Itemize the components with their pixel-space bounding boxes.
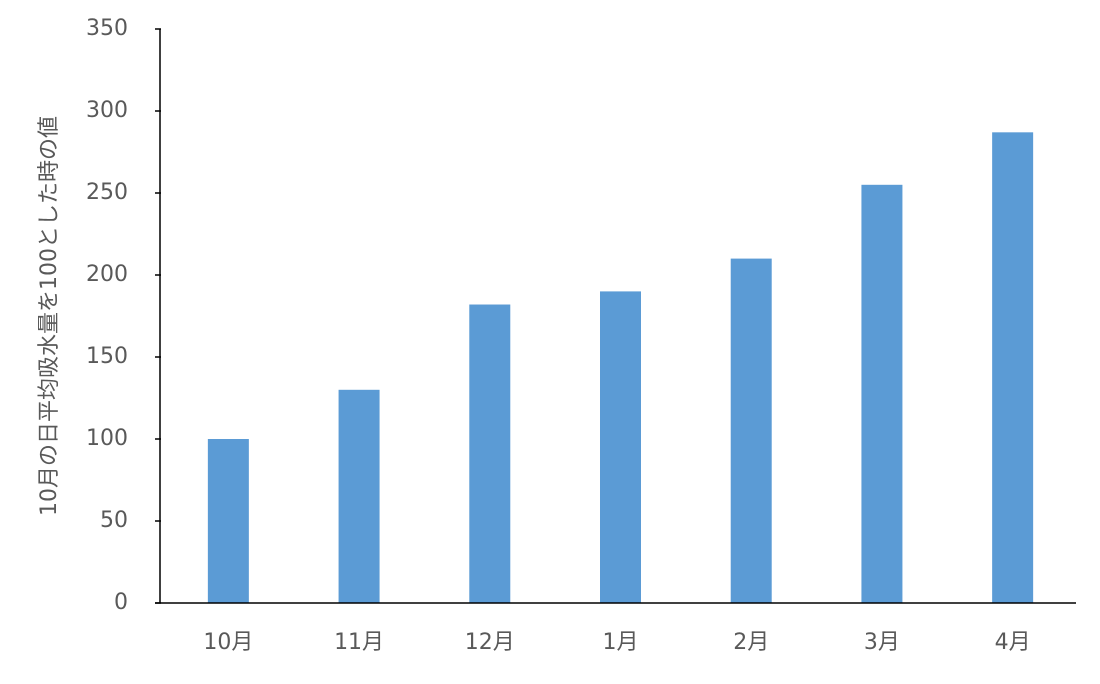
y-axis-title: 10月の日平均吸水量を100とした時の値 [37, 116, 62, 516]
x-tick-label: 3月 [864, 630, 900, 655]
bar [338, 389, 380, 603]
x-tick-label: 4月 [995, 630, 1031, 655]
y-tick-label: 250 [86, 180, 128, 205]
bar [861, 184, 903, 604]
x-tick-label: 1月 [603, 630, 639, 655]
bar [730, 258, 772, 603]
y-tick-label: 150 [86, 344, 128, 369]
y-tick-label: 50 [100, 508, 128, 533]
y-tick-label: 300 [86, 98, 128, 123]
x-tick-label: 10月 [203, 630, 253, 655]
y-tick-label: 0 [114, 590, 128, 615]
x-tick-label: 12月 [465, 630, 515, 655]
bar [600, 291, 641, 603]
bar [469, 304, 511, 603]
y-tick-label: 100 [86, 426, 128, 451]
y-tick-label: 350 [86, 16, 128, 41]
y-tick-label: 200 [86, 262, 128, 287]
bar [207, 439, 249, 603]
x-tick-label: 2月 [733, 630, 769, 655]
x-tick-label: 11月 [334, 630, 384, 655]
bar [992, 132, 1034, 603]
